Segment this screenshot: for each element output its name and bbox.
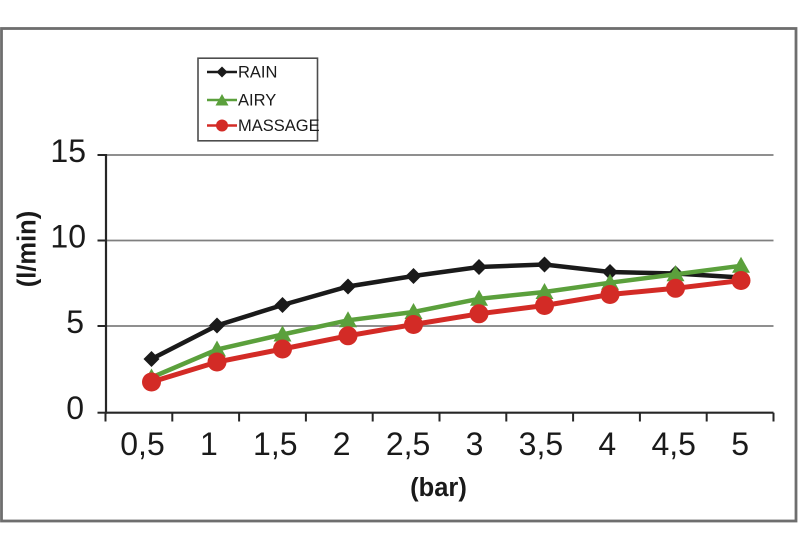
- svg-text:AIRY: AIRY: [238, 92, 276, 110]
- svg-text:2,5: 2,5: [386, 426, 430, 462]
- svg-text:5: 5: [66, 304, 84, 340]
- svg-text:0: 0: [66, 390, 84, 426]
- svg-text:5: 5: [731, 426, 749, 462]
- svg-text:3: 3: [466, 426, 484, 462]
- svg-text:4: 4: [598, 426, 616, 462]
- svg-text:(bar): (bar): [410, 474, 467, 502]
- svg-text:10: 10: [50, 219, 86, 255]
- svg-text:2: 2: [333, 426, 351, 462]
- svg-text:3,5: 3,5: [519, 426, 563, 462]
- svg-text:0,5: 0,5: [120, 426, 164, 462]
- svg-text:15: 15: [50, 133, 86, 169]
- svg-text:RAIN: RAIN: [238, 64, 277, 82]
- svg-text:(l/min): (l/min): [14, 211, 42, 288]
- svg-text:MASSAGE: MASSAGE: [238, 117, 320, 135]
- svg-text:1: 1: [200, 426, 218, 462]
- svg-text:4,5: 4,5: [651, 426, 695, 462]
- svg-text:1,5: 1,5: [253, 426, 297, 462]
